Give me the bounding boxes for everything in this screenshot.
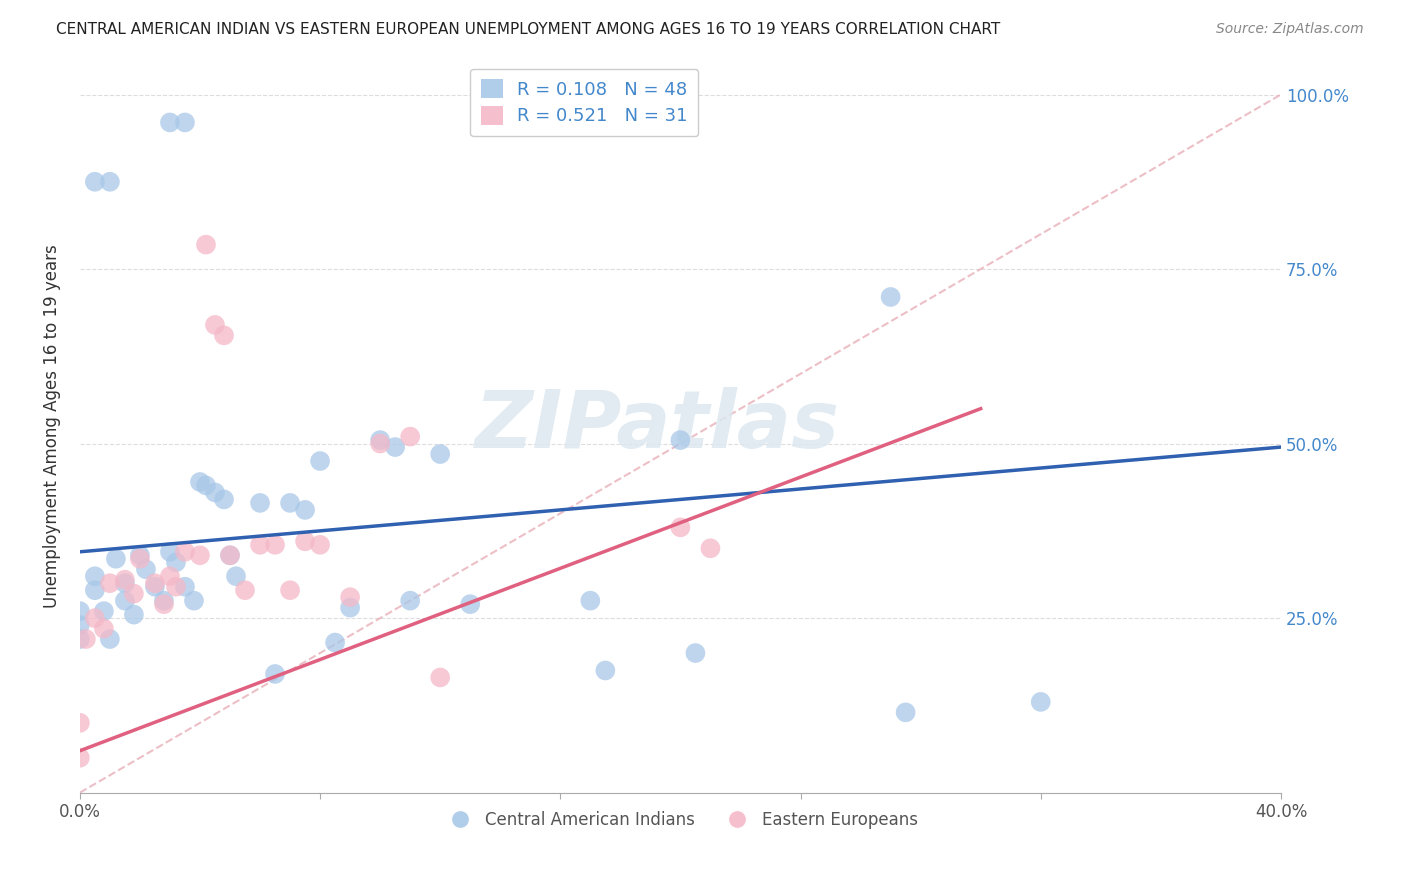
- Point: [122, 607, 145, 622]
- Point: [188, 475, 211, 489]
- Point: [669, 520, 692, 534]
- Point: [699, 541, 721, 556]
- Point: [114, 576, 136, 591]
- Point: [429, 670, 451, 684]
- Point: [183, 593, 205, 607]
- Point: [225, 569, 247, 583]
- Point: [249, 538, 271, 552]
- Point: [339, 600, 361, 615]
- Point: [458, 597, 481, 611]
- Point: [294, 534, 316, 549]
- Point: [69, 632, 91, 646]
- Point: [894, 706, 917, 720]
- Point: [264, 538, 287, 552]
- Point: [195, 237, 218, 252]
- Point: [98, 175, 121, 189]
- Point: [204, 318, 226, 332]
- Point: [309, 538, 332, 552]
- Point: [143, 580, 166, 594]
- Point: [165, 555, 187, 569]
- Text: CENTRAL AMERICAN INDIAN VS EASTERN EUROPEAN UNEMPLOYMENT AMONG AGES 16 TO 19 YEA: CENTRAL AMERICAN INDIAN VS EASTERN EUROP…: [56, 22, 1001, 37]
- Point: [135, 562, 157, 576]
- Point: [98, 576, 121, 591]
- Point: [204, 485, 226, 500]
- Point: [129, 549, 152, 563]
- Point: [323, 635, 346, 649]
- Point: [174, 115, 197, 129]
- Point: [174, 580, 197, 594]
- Point: [384, 440, 406, 454]
- Point: [159, 115, 181, 129]
- Point: [429, 447, 451, 461]
- Point: [83, 611, 105, 625]
- Point: [219, 549, 242, 563]
- Text: Source: ZipAtlas.com: Source: ZipAtlas.com: [1216, 22, 1364, 37]
- Point: [83, 583, 105, 598]
- Point: [219, 549, 242, 563]
- Point: [174, 545, 197, 559]
- Point: [114, 593, 136, 607]
- Point: [188, 549, 211, 563]
- Point: [69, 750, 91, 764]
- Point: [153, 593, 176, 607]
- Point: [69, 604, 91, 618]
- Point: [309, 454, 332, 468]
- Point: [399, 429, 422, 443]
- Point: [93, 622, 115, 636]
- Point: [143, 576, 166, 591]
- Point: [104, 551, 127, 566]
- Point: [368, 436, 391, 450]
- Point: [399, 593, 422, 607]
- Point: [93, 604, 115, 618]
- Point: [122, 587, 145, 601]
- Point: [249, 496, 271, 510]
- Point: [75, 632, 97, 646]
- Point: [685, 646, 707, 660]
- Point: [669, 433, 692, 447]
- Point: [233, 583, 256, 598]
- Point: [278, 583, 301, 598]
- Point: [212, 492, 235, 507]
- Point: [83, 569, 105, 583]
- Point: [879, 290, 901, 304]
- Point: [579, 593, 602, 607]
- Point: [159, 545, 181, 559]
- Y-axis label: Unemployment Among Ages 16 to 19 years: Unemployment Among Ages 16 to 19 years: [44, 244, 60, 608]
- Point: [368, 433, 391, 447]
- Point: [83, 175, 105, 189]
- Point: [153, 597, 176, 611]
- Point: [159, 569, 181, 583]
- Point: [69, 715, 91, 730]
- Text: ZIPatlas: ZIPatlas: [474, 387, 839, 465]
- Point: [595, 664, 617, 678]
- Point: [114, 573, 136, 587]
- Point: [129, 551, 152, 566]
- Point: [339, 590, 361, 604]
- Point: [264, 667, 287, 681]
- Point: [1029, 695, 1052, 709]
- Point: [294, 503, 316, 517]
- Point: [195, 478, 218, 492]
- Point: [212, 328, 235, 343]
- Point: [98, 632, 121, 646]
- Point: [69, 618, 91, 632]
- Legend: Central American Indians, Eastern Europeans: Central American Indians, Eastern Europe…: [437, 805, 924, 836]
- Point: [165, 580, 187, 594]
- Point: [278, 496, 301, 510]
